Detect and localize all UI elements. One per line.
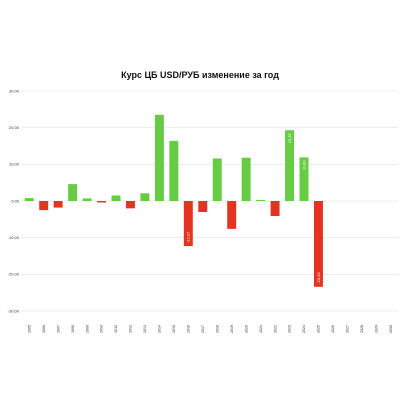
x-tick-label: 2018: [215, 325, 219, 333]
chart-title: Курс ЦБ USD/РУБ изменение за год: [121, 70, 279, 80]
bar-2023: [285, 130, 295, 201]
x-tick-label: 2007: [56, 325, 60, 333]
bar-2021: [256, 199, 266, 201]
x-tick-label: 2017: [201, 325, 205, 333]
data-label-2024: 11,89: [301, 160, 306, 170]
x-tick-label: 2021: [259, 325, 263, 333]
x-tick-label: 2016: [187, 325, 191, 333]
y-tick-label: 30,00: [9, 88, 20, 93]
bar-2010: [97, 201, 107, 203]
bar-2013: [140, 193, 150, 201]
data-label-2025: -23,43: [316, 272, 321, 284]
y-tick-label: -10,00: [8, 235, 20, 240]
bar-2006: [39, 201, 49, 211]
y-tick-label: -30,00: [8, 308, 20, 313]
bar-2019: [227, 201, 237, 229]
x-tick-label: 2027: [346, 325, 350, 333]
bar-2022: [270, 201, 280, 217]
bar-2018: [212, 158, 222, 201]
bar-2016: [183, 201, 193, 247]
x-tick-label: 2010: [100, 325, 104, 333]
x-tick-label: 2015: [172, 325, 176, 333]
x-tick-label: 2024: [302, 325, 306, 333]
x-tick-label: 2005: [27, 325, 31, 333]
bar-2020: [241, 157, 251, 201]
x-tick-label: 2008: [71, 325, 75, 333]
bar-2005: [24, 198, 34, 201]
data-labels: -12,27 19,35 11,89 -23,43: [186, 132, 321, 283]
x-tick-label: 2013: [143, 325, 147, 333]
x-tick-label: 2029: [375, 325, 379, 333]
x-tick-label: 2009: [85, 325, 89, 333]
bar-2015: [169, 140, 179, 201]
x-tick-label: 2006: [42, 325, 46, 333]
x-axis-ticks: 2005 2006 2007 2008 2009 2010 2011 2012 2013 2014…: [27, 325, 393, 333]
y-tick-label: -20,00: [8, 272, 20, 277]
x-tick-label: 2028: [360, 325, 364, 333]
bar-2014: [154, 114, 164, 201]
x-tick-label: 2014: [158, 325, 162, 333]
x-tick-label: 2025: [317, 325, 321, 333]
x-tick-label: 2019: [230, 325, 234, 333]
bar-2011: [111, 195, 121, 201]
bar-2012: [125, 201, 135, 209]
data-label-2023: 19,35: [287, 132, 292, 143]
y-tick-label: 0,00: [11, 198, 20, 203]
bar-2008: [68, 184, 78, 201]
x-tick-label: 2012: [129, 325, 133, 333]
x-tick-label: 2023: [288, 325, 292, 333]
x-tick-label: 2026: [331, 325, 335, 333]
x-tick-label: 2022: [273, 325, 277, 333]
data-label-2016: -12,27: [186, 231, 191, 243]
y-tick-label: 10,00: [9, 162, 20, 167]
x-tick-label: 2011: [114, 325, 118, 333]
bar-2025: [313, 201, 323, 287]
y-axis-ticks: 30,00 20,00 10,00 0,00 -10,00 -20,00 -30,00: [8, 88, 20, 313]
x-tick-label: 2030: [389, 325, 393, 333]
bar-2017: [198, 201, 208, 212]
bar-2009: [82, 198, 92, 201]
y-tick-label: 20,00: [9, 125, 20, 130]
x-tick-label: 2020: [244, 325, 248, 333]
bars: [24, 114, 323, 287]
bar-2007: [53, 201, 63, 208]
grid-lines: [22, 90, 398, 312]
bar-2024: [299, 157, 309, 201]
